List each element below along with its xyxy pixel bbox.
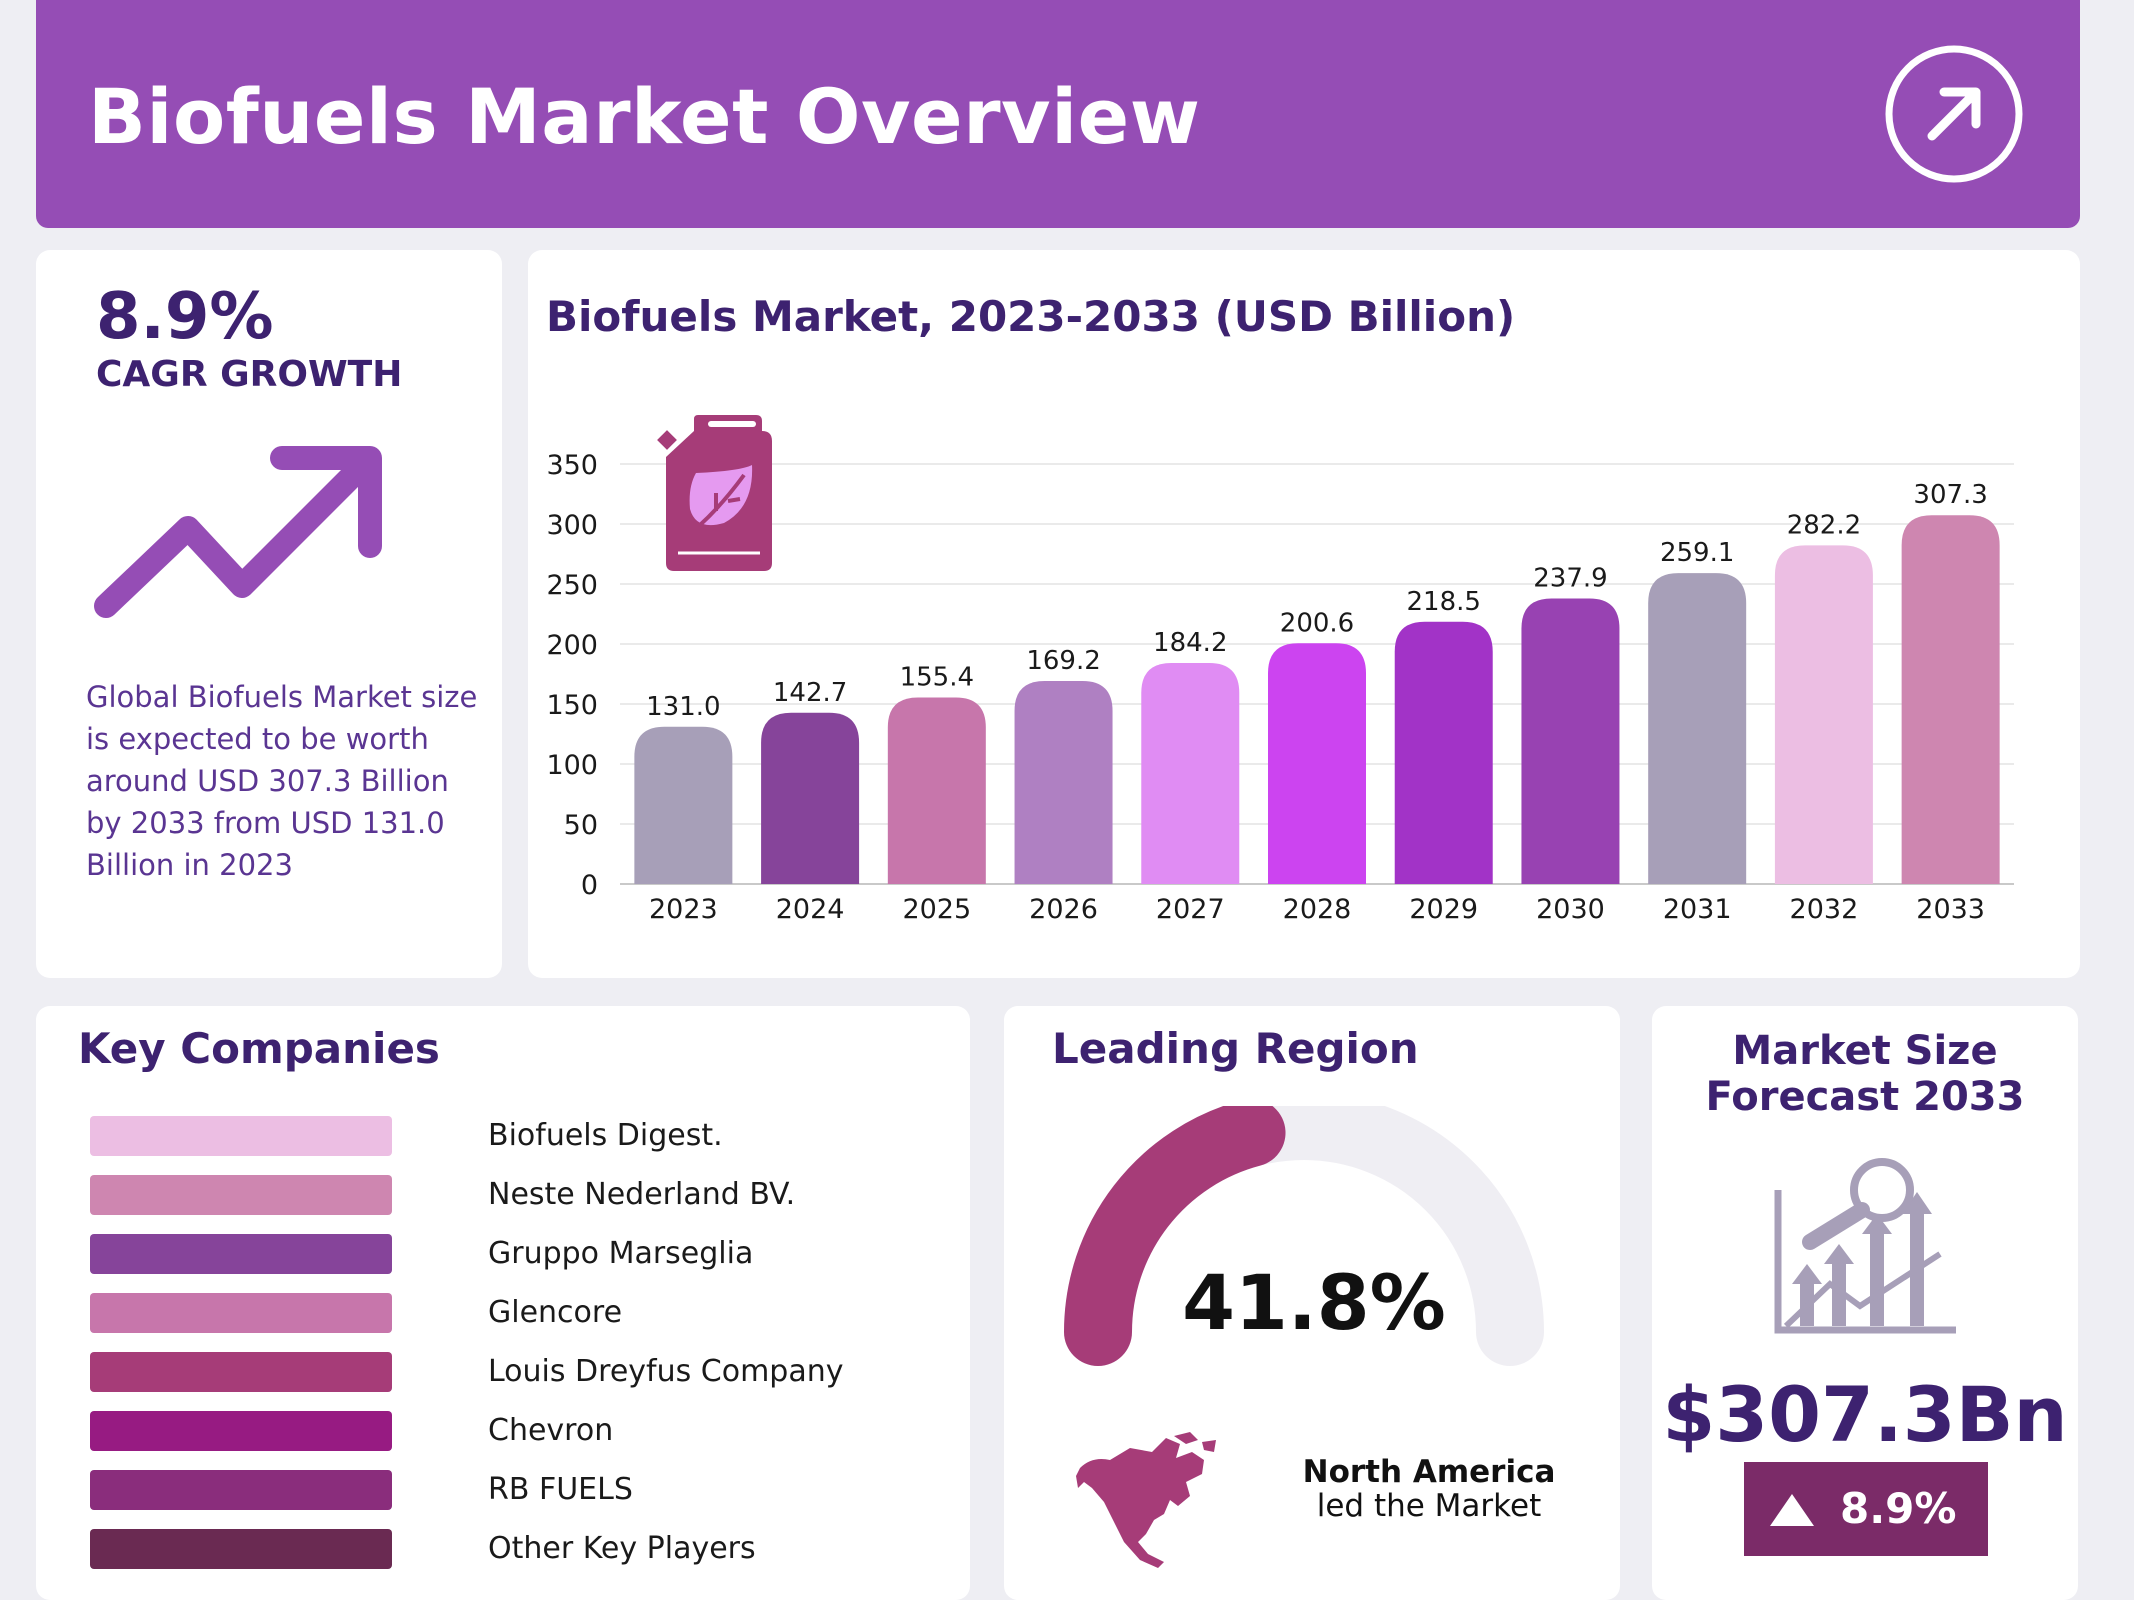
trend-up-arrow-icon	[94, 446, 382, 618]
company-color-bar	[90, 1411, 392, 1451]
company-name: Glencore	[488, 1295, 623, 1330]
market-size-title: Market Size Forecast 2033	[1652, 1028, 2078, 1120]
x-tick-label: 2032	[1790, 894, 1859, 925]
company-color-bar	[90, 1234, 392, 1274]
cagr-value: 8.9%	[96, 280, 274, 354]
company-name: Neste Nederland BV.	[488, 1177, 796, 1212]
y-tick-label: 350	[546, 450, 598, 481]
y-tick-label: 200	[546, 630, 598, 661]
company-color-bar	[90, 1470, 392, 1510]
growth-badge-value: 8.9%	[1840, 1484, 1957, 1533]
y-tick-label: 50	[564, 810, 598, 841]
x-tick-label: 2024	[776, 894, 845, 925]
y-tick-label: 250	[546, 570, 598, 601]
bar-2026	[1014, 680, 1113, 884]
bar-value-label: 184.2	[1153, 628, 1227, 658]
bar-2028	[1268, 643, 1366, 884]
growth-analysis-icon	[1774, 1158, 1956, 1334]
bar-2032	[1774, 545, 1873, 884]
bar-value-label: 200.6	[1280, 608, 1354, 638]
header-banner: Biofuels Market Overview	[36, 0, 2080, 228]
company-name: Other Key Players	[488, 1531, 756, 1566]
y-tick-label: 150	[546, 690, 598, 721]
y-tick-label: 100	[546, 750, 598, 781]
bar-2033	[1901, 515, 2000, 884]
chart-card: Biofuels Market, 2023-2033 (USD Billion)…	[528, 250, 2080, 978]
company-name: RB FUELS	[488, 1472, 633, 1507]
bar-value-label: 155.4	[900, 663, 974, 693]
y-tick-label: 300	[546, 510, 598, 541]
bar-2025	[887, 697, 986, 884]
bar-2024	[761, 712, 860, 884]
x-tick-label: 2023	[649, 894, 718, 925]
x-tick-label: 2027	[1156, 894, 1225, 925]
company-color-bar	[90, 1116, 392, 1156]
north-america-map-icon	[1076, 1432, 1216, 1568]
company-name: Louis Dreyfus Company	[488, 1354, 844, 1389]
bar-2030	[1521, 598, 1620, 884]
company-color-bar	[90, 1175, 392, 1215]
bar-2031	[1648, 573, 1747, 884]
company-name: Chevron	[488, 1413, 614, 1448]
x-tick-label: 2028	[1283, 894, 1352, 925]
x-tick-label: 2025	[902, 894, 971, 925]
bar-value-label: 237.9	[1533, 564, 1607, 594]
company-color-bar	[90, 1529, 392, 1569]
key-companies-title: Key Companies	[78, 1024, 440, 1073]
key-companies-card: Key Companies Biofuels Digest. Neste Nede…	[36, 1006, 970, 1600]
region-name: North America	[1302, 1454, 1556, 1490]
chart-title: Biofuels Market, 2023-2033 (USD Billion)	[546, 292, 1516, 341]
x-tick-label: 2030	[1536, 894, 1605, 925]
gauge-fill	[1064, 1106, 1286, 1366]
bar-2023	[634, 726, 733, 884]
cagr-description: Global Biofuels Market size is expected …	[86, 680, 478, 882]
region-share-value: 41.8%	[1182, 1258, 1446, 1347]
bar-2027	[1141, 662, 1240, 884]
x-tick-label: 2031	[1663, 894, 1732, 925]
x-tick-label: 2029	[1409, 894, 1478, 925]
bar-2029	[1394, 621, 1493, 884]
company-name: Biofuels Digest.	[488, 1118, 723, 1153]
market-size-title-line1: Market Size	[1732, 1028, 1998, 1074]
bar-chart: 0 50 100 150 200 250 300 350 131.0 2023 142.7 2024…	[546, 450, 2014, 925]
company-name: Gruppo Marseglia	[488, 1236, 754, 1271]
growth-badge: 8.9%	[1744, 1462, 1988, 1556]
y-tick-label: 0	[581, 870, 598, 901]
bar-value-label: 307.3	[1913, 480, 1987, 510]
company-color-bar	[90, 1352, 392, 1392]
region-share-gauge	[1064, 1106, 1544, 1366]
market-size-title-line2: Forecast 2033	[1705, 1074, 2025, 1120]
x-tick-label: 2033	[1916, 894, 1985, 925]
bar-value-label: 131.0	[646, 692, 720, 722]
bar-value-label: 169.2	[1026, 646, 1100, 676]
company-color-bar	[90, 1293, 392, 1333]
cagr-label: CAGR GROWTH	[96, 354, 403, 395]
fuel-can-leaf-icon	[657, 415, 772, 571]
arrow-up-right-icon[interactable]	[1882, 42, 2026, 186]
x-tick-label: 2026	[1029, 894, 1098, 925]
leading-region-title: Leading Region	[1052, 1024, 1419, 1073]
market-size-card: Market Size Forecast 2033 $307.3Bn 8.9%	[1652, 1006, 2078, 1600]
market-size-value: $307.3Bn	[1662, 1370, 2068, 1459]
page-title: Biofuels Market Overview	[88, 72, 1201, 161]
bar-value-label: 282.2	[1787, 510, 1861, 540]
bar-value-label: 142.7	[773, 678, 847, 708]
leading-region-card: Leading Region 41.8% North America led t…	[1004, 1006, 1620, 1600]
bar-value-label: 218.5	[1407, 587, 1481, 617]
bar-value-label: 259.1	[1660, 538, 1734, 568]
triangle-up-icon	[1770, 1494, 1814, 1526]
cagr-card: 8.9% CAGR GROWTH Global Biofuels Market …	[36, 250, 502, 978]
region-subtitle: led the Market	[1316, 1488, 1542, 1524]
